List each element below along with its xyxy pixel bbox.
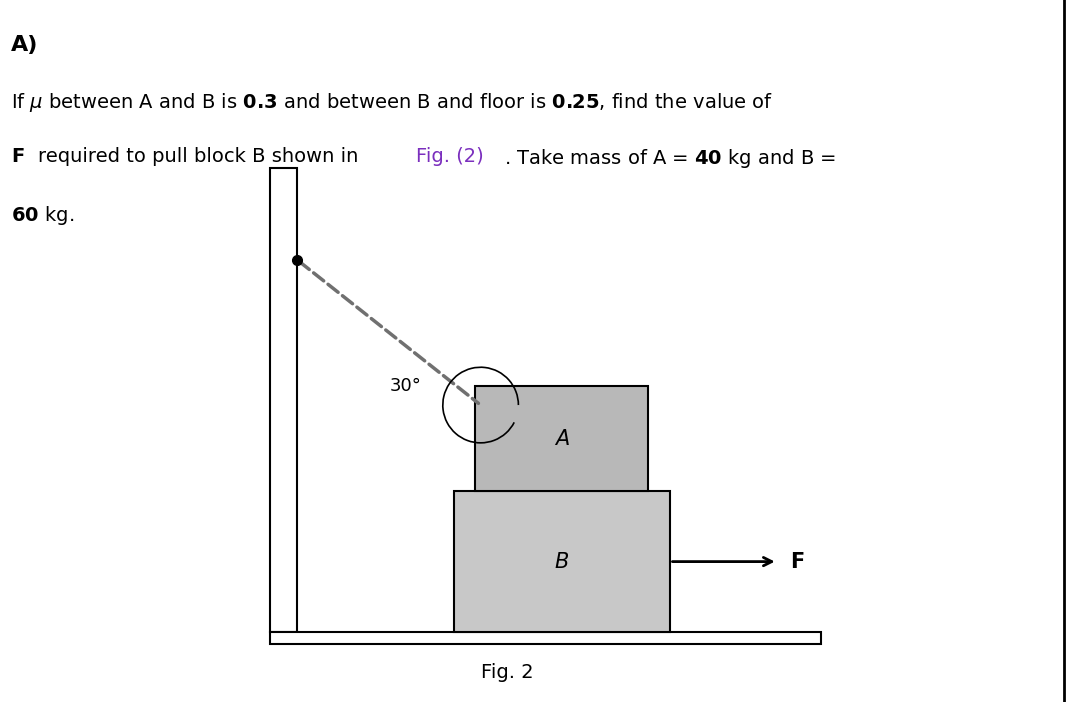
Text: $\mathbf{60}$ kg.: $\mathbf{60}$ kg. [11, 204, 73, 227]
Text: $B$: $B$ [554, 552, 569, 571]
Bar [270, 632, 821, 644]
Text: F: F [791, 552, 805, 571]
Text: . Take mass of A = $\mathbf{40}$ kg and B =: . Take mass of A = $\mathbf{40}$ kg and … [504, 147, 837, 171]
Bar [475, 386, 648, 491]
Text: $\mathbf{F}$: $\mathbf{F}$ [11, 147, 25, 166]
Text: 30°: 30° [389, 376, 421, 395]
Text: A): A) [11, 35, 38, 55]
Bar [270, 168, 297, 632]
Bar [270, 632, 821, 644]
Text: required to pull block B shown in: required to pull block B shown in [38, 147, 359, 166]
Text: $A$: $A$ [554, 429, 569, 449]
Text: Fig. (2): Fig. (2) [416, 147, 484, 166]
Text: Fig. 2: Fig. 2 [482, 663, 534, 682]
Text: If $\mu$ between A and B is $\mathbf{0.3}$ and between B and floor is $\mathbf{0: If $\mu$ between A and B is $\mathbf{0.3… [11, 91, 773, 114]
Bar [270, 168, 297, 632]
Bar [454, 491, 670, 632]
